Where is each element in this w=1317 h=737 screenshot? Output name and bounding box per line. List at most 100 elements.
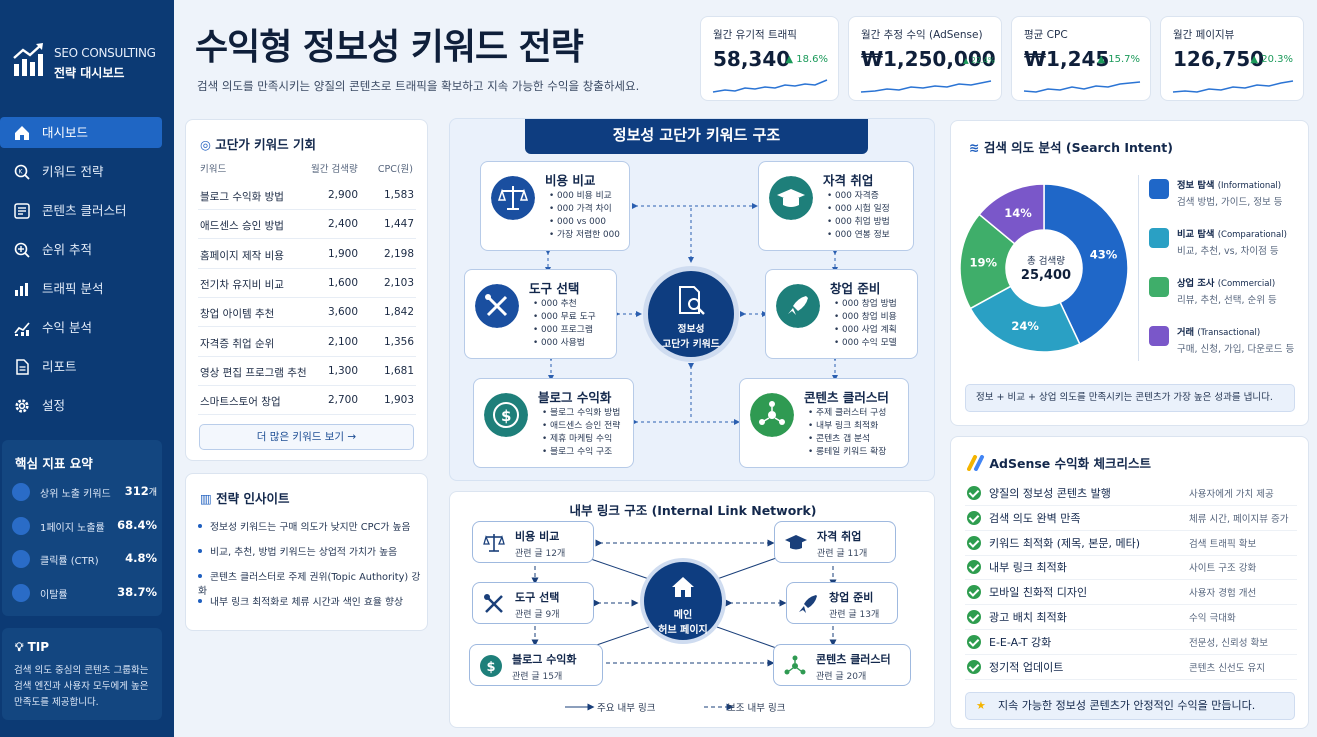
sidebar-item-settings[interactable]: 설정: [0, 390, 162, 421]
tip-text: 검색 의도 중심의 콘텐츠 그룹화는 검색 엔진과 사용자 모두에게 높은 만족…: [14, 665, 149, 708]
stat-card-revenue[interactable]: 월간 추정 수익 (AdSense) ₩1,250,000 ▲ 22.4%: [848, 16, 1002, 101]
scale-icon: [483, 534, 505, 552]
svg-text:$: $: [487, 660, 496, 675]
stat-card-traffic[interactable]: 월간 유기적 트래픽 58,340 ▲ 18.6%: [700, 16, 839, 101]
stat-delta: ▲ 22.4%: [963, 56, 995, 65]
link-node-title: 블로그 수익화: [512, 653, 577, 666]
table-row[interactable]: 스마트스토어 창업 2,700 1,903: [198, 386, 416, 416]
table-row[interactable]: 영상 편집 프로그램 추천 1,300 1,681: [198, 357, 416, 386]
node-tool-select[interactable]: 도구 선택 000 추천000 무료 도구000 프로그램000 사용법: [464, 269, 617, 359]
slice-label: 24%: [1011, 319, 1039, 333]
sidebar-item-label: 콘텐츠 클러스터: [42, 203, 127, 218]
checklist-benefit: 수익 극대화: [1189, 613, 1236, 624]
table-header: CPC(원): [377, 164, 413, 175]
main-hub-page[interactable]: 메인 허브 페이지: [640, 558, 726, 644]
cpc-cell: 1,583: [383, 189, 414, 201]
stat-label: 평균 CPC: [1024, 29, 1068, 41]
card-title: ≋ 검색 의도 분석 (Search Intent): [969, 140, 1173, 155]
slice-label: 43%: [1090, 248, 1118, 262]
checklist-label: 내부 링크 최적화: [989, 561, 1067, 575]
sidebar-item-content-cluster[interactable]: 콘텐츠 클러스터: [0, 195, 162, 226]
kpi-row: 클릭률 (CTR) 4.8%: [12, 549, 157, 569]
kpi-label: 상위 노출 키워드: [40, 489, 111, 500]
checklist-item: 양질의 정보성 콘텐츠 발행 사용자에게 가치 제공: [965, 481, 1297, 506]
lightbulb-icon: 💡︎: [15, 640, 28, 654]
volume-cell: 2,700: [327, 394, 358, 407]
stat-card-pageviews[interactable]: 월간 페이지뷰 126,750 ▲ 20.3%: [1160, 16, 1304, 101]
table-row[interactable]: 애드센스 승인 방법 2,400 1,447: [198, 210, 416, 240]
table-row[interactable]: 창업 아이템 추천 3,600 1,842: [198, 298, 416, 328]
sidebar-item-dashboard[interactable]: 대시보드: [0, 117, 162, 148]
stat-label: 월간 추정 수익 (AdSense): [861, 29, 983, 41]
tools-icon: [475, 284, 519, 328]
page-subtitle: 검색 의도를 만족시키는 양질의 콘텐츠로 트래픽을 확보하고 지속 가능한 수…: [197, 79, 640, 93]
checklist-benefit: 사이트 구조 강화: [1189, 563, 1257, 575]
link-node-certification-job[interactable]: 자격 취업 관련 글 11개: [774, 521, 896, 563]
node-content-cluster[interactable]: 콘텐츠 클러스터 주제 클러스터 구성내부 링크 최적화콘텐츠 갭 분석롱테일 …: [739, 378, 909, 468]
sidebar-item-report[interactable]: 리포트: [0, 351, 162, 382]
kpi-value: 38.7%: [117, 585, 157, 599]
check-circle-icon: [967, 610, 981, 624]
table-row[interactable]: 자격증 취업 순위 2,100 1,356: [198, 328, 416, 357]
volume-cell: 2,100: [327, 335, 358, 348]
kpi-row: 상위 노출 키워드 312개: [12, 482, 157, 502]
link-node-content-cluster[interactable]: 콘텐츠 클러스터 관련 글 20개: [773, 644, 911, 686]
more-keywords-button[interactable]: 더 많은 키워드 보기 →: [199, 424, 414, 450]
link-node-tool-select[interactable]: 도구 선택 관련 글 9개: [472, 582, 594, 624]
checklist-item: 모바일 친화적 디자인 사용자 경험 개선: [965, 580, 1297, 606]
line-chart-icon: [14, 322, 30, 336]
table-header: 키워드: [200, 164, 227, 175]
link-node-blog-monetize[interactable]: $ 블로그 수익화 관련 글 15개: [469, 644, 603, 686]
tools-icon: [484, 594, 503, 613]
kpi-value: 4.8%: [125, 551, 157, 565]
home-icon: [672, 577, 694, 597]
check-circle-icon: [967, 659, 981, 674]
node-title: 창업 준비: [830, 281, 881, 296]
sidebar-item-keyword-strategy[interactable]: K 키워드 전략: [0, 156, 162, 187]
node-cost-compare[interactable]: 비용 비교 000 비용 비교000 가격 차이000 vs 000가장 저렴한…: [480, 161, 630, 251]
sidebar-item-revenue-analysis[interactable]: 수익 분석: [0, 312, 162, 343]
link-node-count: 관련 글 12개: [515, 549, 566, 559]
sidebar-item-traffic-analysis[interactable]: 트래픽 분석: [0, 273, 162, 304]
kpi-label: 클릭률 (CTR): [40, 556, 99, 567]
table-row[interactable]: 전기차 유지비 비교 1,600 2,103: [198, 269, 416, 298]
stat-card-cpc[interactable]: 평균 CPC ₩1,245 ▲ 15.7%: [1011, 16, 1151, 101]
sidebar-item-rank-tracking[interactable]: 순위 추적: [0, 234, 162, 265]
keyword-cell: 영상 편집 프로그램 추천: [200, 366, 307, 379]
link-node-cost-compare[interactable]: 비용 비교 관련 글 12개: [472, 521, 594, 563]
structure-hub[interactable]: 정보성 고단가 키워드: [643, 266, 739, 362]
table-header: 월간 검색량: [311, 164, 358, 175]
exit-arrow-icon: [12, 584, 30, 602]
link-node-title: 비용 비교: [515, 530, 560, 543]
table-row[interactable]: 블로그 수익화 방법 2,900 1,583: [198, 181, 416, 210]
legend-secondary-link: 보조 내부 링크: [727, 703, 786, 714]
bar-chart-icon: ▥: [200, 491, 217, 506]
stat-value: ₩1,245: [1024, 47, 1110, 71]
checklist-label: 키워드 최적화 (제목, 본문, 메타): [989, 536, 1141, 550]
cpc-cell: 2,103: [383, 276, 414, 289]
divider: [1138, 175, 1139, 361]
legend-primary-link: 주요 내부 링크: [597, 703, 656, 714]
graduation-cap-icon: [769, 176, 813, 220]
donut-hole: [1006, 230, 1082, 306]
link-node-startup-prep[interactable]: 창업 준비 관련 글 13개: [786, 582, 898, 624]
node-certification-job[interactable]: 자격 취업 000 자격증000 시험 일정000 취업 방법000 연봉 정보: [758, 161, 914, 251]
volume-cell: 3,600: [327, 306, 358, 319]
brand-logo[interactable]: SEO CONSULTING 전략 대시보드: [12, 40, 172, 84]
checklist-label: 정기적 업데이트: [989, 660, 1064, 674]
insight-item: 콘텐츠 클러스터로 주제 권위(Topic Authority) 강화: [198, 569, 427, 597]
node-blog-monetize[interactable]: $ 블로그 수익화 블로그 수익화 방법애드센스 승인 전략제휴 마케팅 수익블…: [473, 378, 634, 468]
svg-text:K: K: [19, 169, 24, 176]
table-row[interactable]: 홈페이지 제작 비용 1,900 2,198: [198, 240, 416, 269]
node-title: 비용 비교: [545, 173, 596, 188]
card-title: AdSense 수익화 체크리스트: [967, 453, 1151, 472]
sidebar-item-label: 트래픽 분석: [42, 281, 104, 296]
sidebar: SEO CONSULTING 전략 대시보드 대시보드 K 키워드 전략 콘텐츠…: [0, 0, 174, 737]
stat-value: 126,750: [1173, 47, 1265, 71]
search-intent-card: ≋ 검색 의도 분석 (Search Intent) 43% 24% 19% 14% …: [950, 120, 1309, 426]
sidebar-item-label: 키워드 전략: [42, 164, 104, 179]
keyword-opportunity-card: ◎ 고단가 키워드 기회 키워드 월간 검색량 CPC(원) 블로그 수익화 방…: [185, 119, 428, 461]
node-title: 자격 취업: [823, 173, 874, 188]
node-startup-prep[interactable]: 창업 준비 000 창업 방법000 창업 비용000 사업 계획000 수익 …: [765, 269, 918, 359]
kpi-summary-title: 핵심 지표 요약: [15, 456, 93, 471]
